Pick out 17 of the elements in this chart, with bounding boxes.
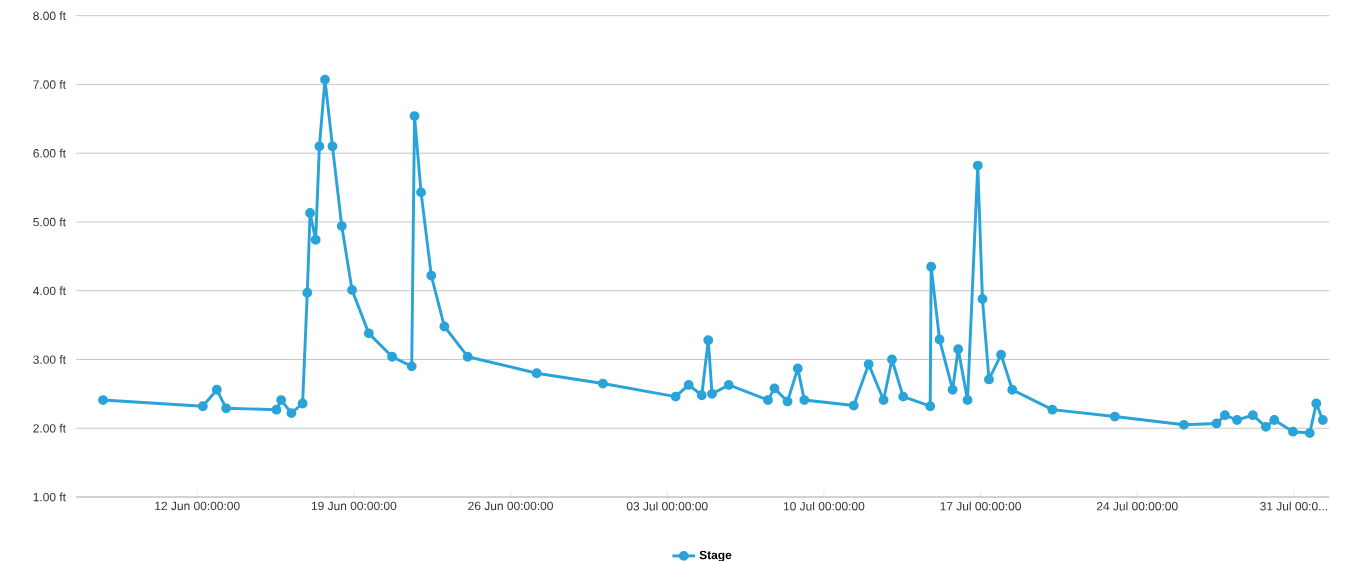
y-tick-label: 7.00 ft xyxy=(33,80,66,89)
x-tick-label: 17 Jul 00:00:00 xyxy=(940,501,1021,511)
x-tick-label: 12 Jun 00:00:00 xyxy=(155,501,240,511)
y-tick-label: 6.00 ft xyxy=(33,148,66,158)
x-tick-label: 19 Jun 00:00:00 xyxy=(311,501,397,511)
x-tick-label: 03 Jul 00:00:00 xyxy=(626,501,708,511)
x-tick-label: 26 Jun 00:00:00 xyxy=(468,501,553,511)
y-tick-label: 3.00 ft xyxy=(33,355,66,364)
y-tick-label: 2.00 ft xyxy=(33,423,66,433)
y-tick-label: 4.00 ft xyxy=(33,286,66,296)
x-tick-label: 24 Jul 00:00:00 xyxy=(1096,501,1178,511)
x-tick-label: 10 Jul 00:00:00 xyxy=(783,501,865,511)
y-tick-label: 1.00 ft xyxy=(33,492,66,502)
legend-label: Stage xyxy=(699,550,732,561)
x-tick-label: 31 Jul 00:0... xyxy=(1260,501,1328,511)
y-tick-label: 5.00 ft xyxy=(33,217,66,227)
y-tick-label: 8.00 ft xyxy=(33,11,66,21)
